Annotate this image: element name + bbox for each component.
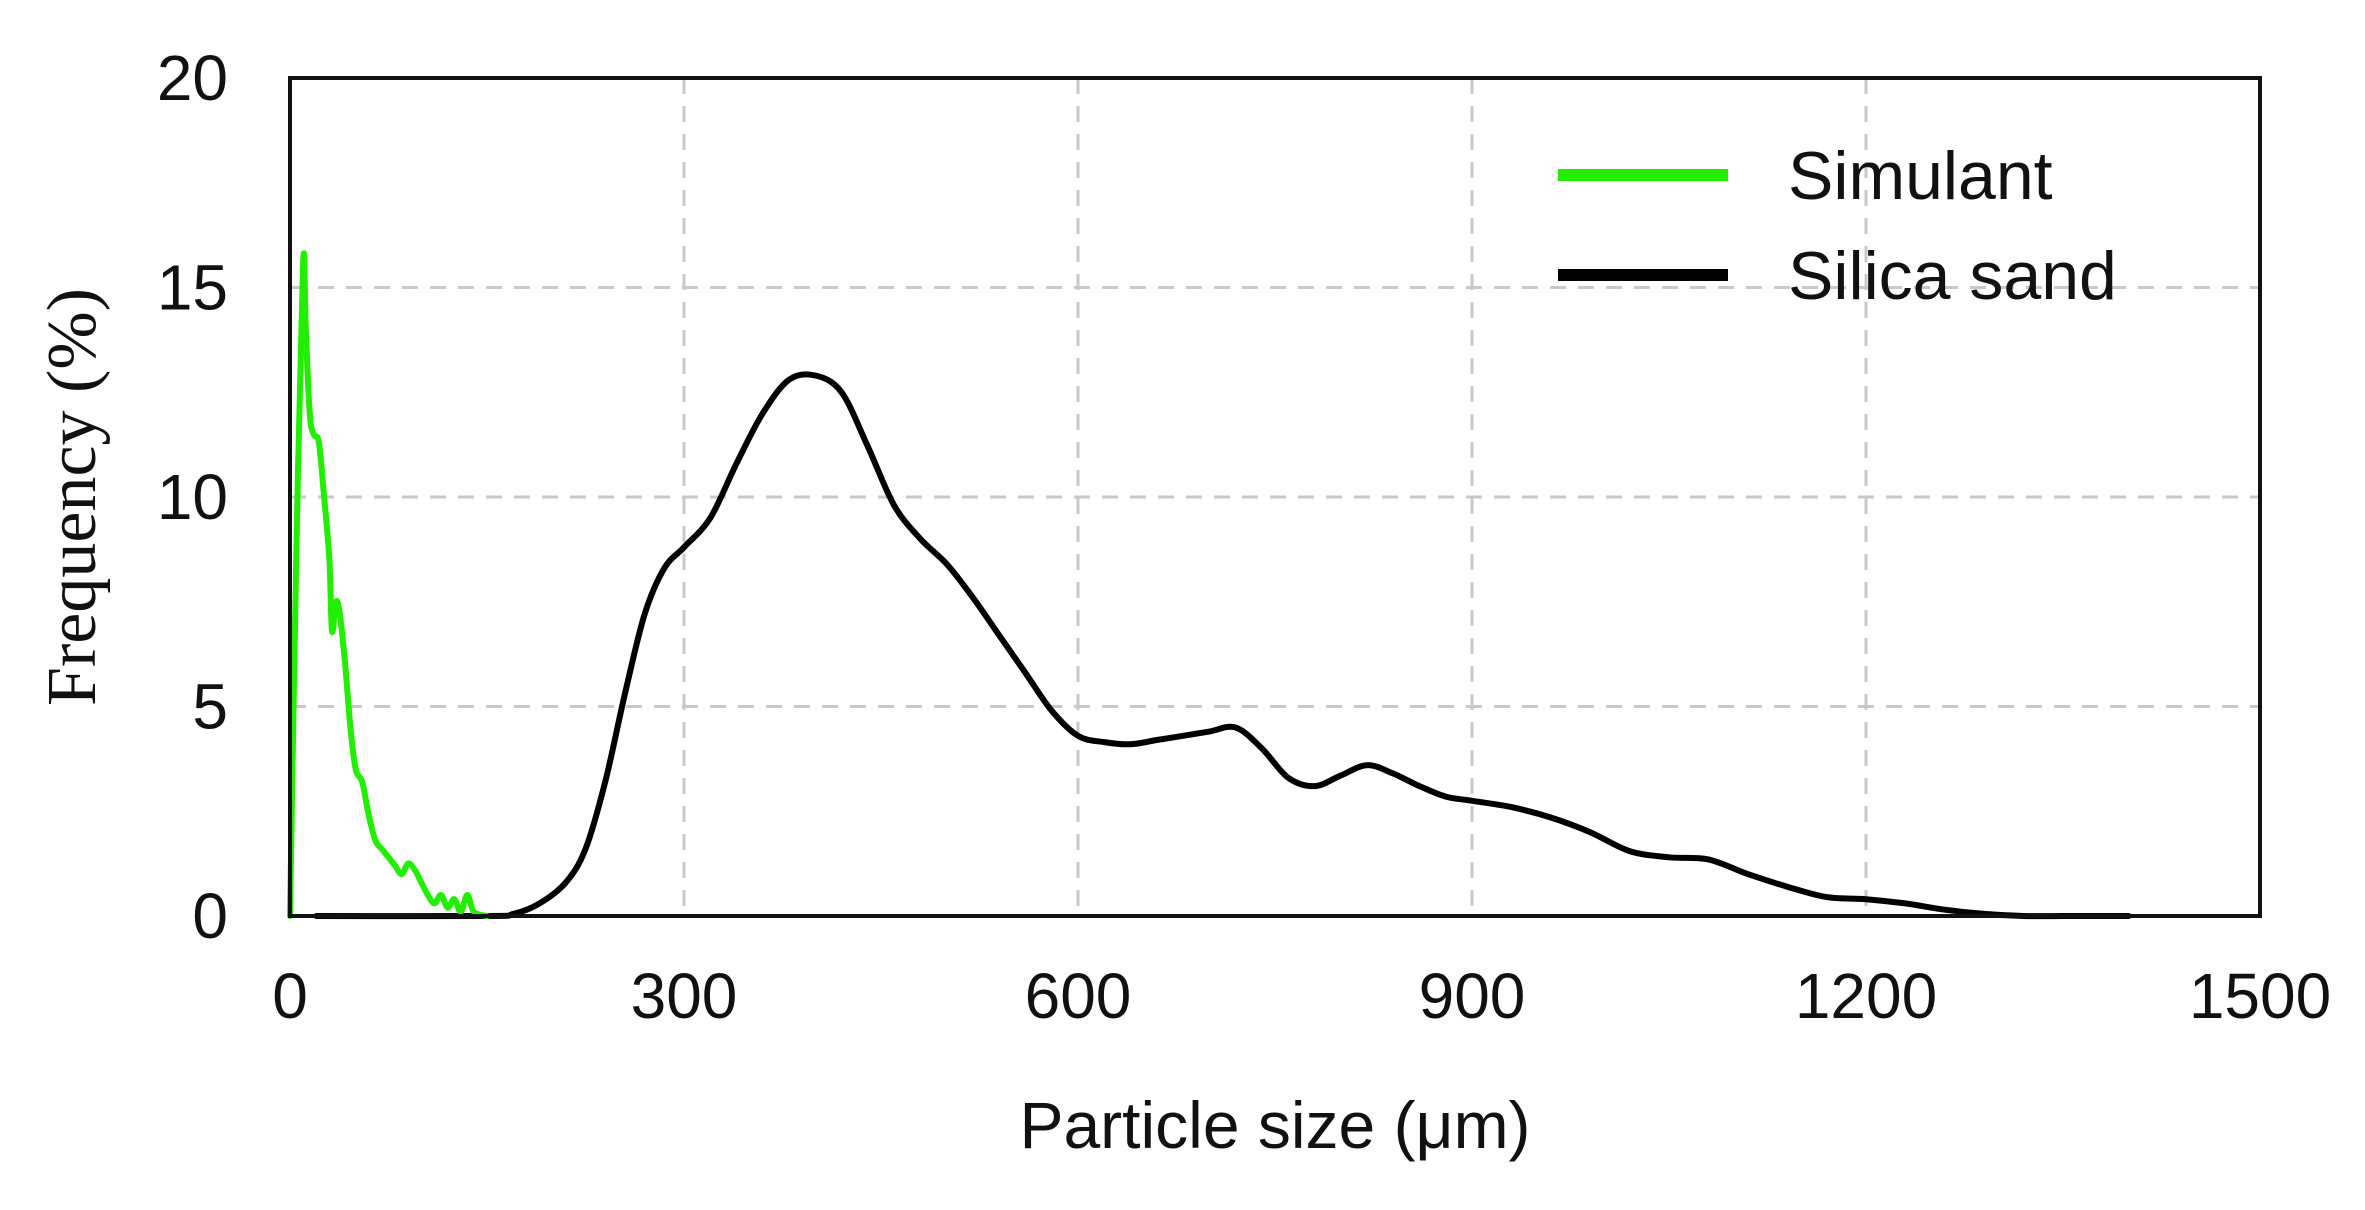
x-axis-ticks: 0 300 600 900 1200 1500 xyxy=(272,960,2331,1032)
y-tick-label: 0 xyxy=(192,880,228,952)
x-tick-label: 300 xyxy=(631,960,738,1032)
y-tick-label: 15 xyxy=(157,252,228,324)
x-tick-label: 600 xyxy=(1025,960,1132,1032)
y-tick-label: 20 xyxy=(157,42,228,114)
y-axis-ticks: 0 5 10 15 20 xyxy=(157,42,228,952)
series-line-simulant xyxy=(287,250,490,919)
y-tick-label: 10 xyxy=(157,461,228,533)
grid-lines xyxy=(290,78,2260,916)
legend-label-silica-sand: Silica sand xyxy=(1788,238,2117,314)
x-tick-label: 1500 xyxy=(2189,960,2331,1032)
series-line-silica-sand xyxy=(313,371,2132,920)
plot-area-frame xyxy=(288,76,2262,918)
y-tick-label: 5 xyxy=(192,671,228,743)
legend-label-simulant: Simulant xyxy=(1788,138,2053,214)
legend: Simulant Silica sand xyxy=(1558,138,2117,314)
x-tick-label: 900 xyxy=(1419,960,1526,1032)
x-tick-label: 0 xyxy=(272,960,308,1032)
y-axis-title: Frequency (%) xyxy=(34,288,111,706)
data-series xyxy=(287,250,2132,920)
x-axis-title: Particle size (μm) xyxy=(1019,1088,1530,1162)
x-tick-label: 1200 xyxy=(1795,960,1937,1032)
